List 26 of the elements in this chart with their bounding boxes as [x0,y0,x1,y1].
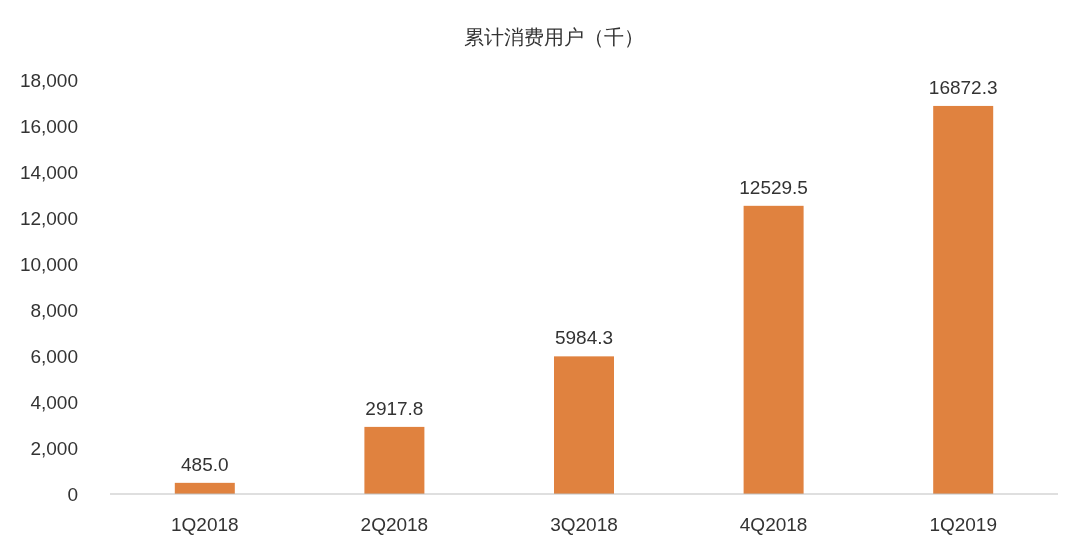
data-label: 2917.8 [365,397,424,419]
x-tick-label: 1Q2019 [929,514,998,535]
y-tick-label: 6,000 [30,346,78,367]
data-label: 16872.3 [928,76,998,98]
y-tick-label: 14,000 [19,162,78,183]
y-tick-label: 0 [67,484,78,505]
data-label: 485.0 [181,453,229,475]
data-label: 5984.3 [554,327,614,349]
bar [933,105,994,494]
y-tick-label: 18,000 [19,70,78,91]
y-tick-label: 16,000 [19,116,78,137]
y-tick-label: 8,000 [30,300,78,321]
x-tick-label: 1Q2018 [170,514,239,535]
x-tick-label: 3Q2018 [550,514,618,535]
y-tick-label: 4,000 [30,392,78,413]
bar [554,356,614,494]
y-tick-label: 10,000 [19,254,78,275]
y-tick-label: 12,000 [19,208,78,229]
bar [174,482,235,494]
x-tick-label: 4Q2018 [739,514,808,535]
chart-title: 累计消费用户（千） [464,26,644,48]
bar [743,205,804,494]
x-tick-label: 2Q2018 [360,514,429,535]
bar [364,426,425,494]
y-tick-label: 2,000 [30,438,78,459]
data-label: 12529.5 [739,176,808,198]
